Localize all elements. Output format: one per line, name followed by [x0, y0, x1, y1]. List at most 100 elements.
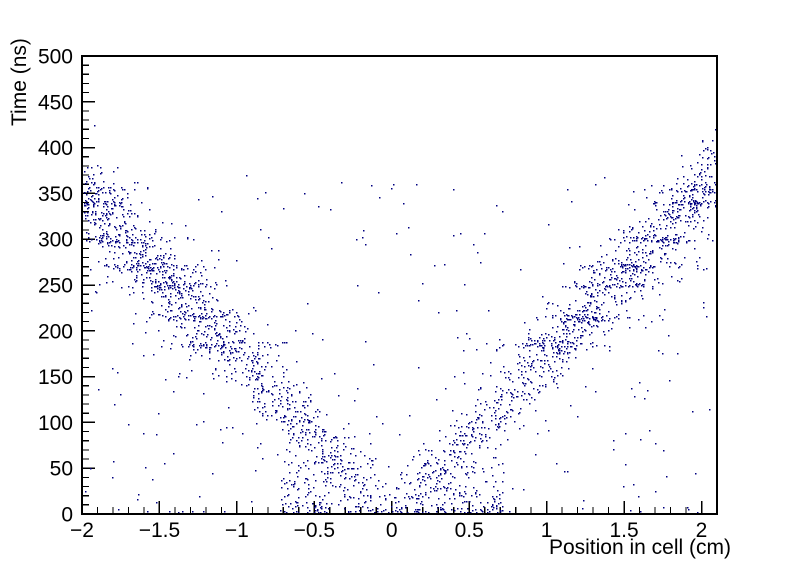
data-point	[579, 246, 581, 248]
data-point	[709, 189, 711, 191]
data-point	[639, 382, 641, 384]
data-point	[143, 265, 145, 267]
data-point	[117, 195, 119, 197]
data-point	[240, 325, 242, 327]
data-point	[527, 345, 529, 347]
data-point	[268, 390, 270, 392]
data-point	[239, 357, 241, 359]
data-point	[357, 388, 359, 390]
data-point	[443, 509, 445, 511]
data-point	[126, 230, 128, 232]
data-point	[543, 371, 545, 373]
data-point	[705, 175, 707, 177]
data-point	[254, 409, 256, 411]
data-point	[158, 269, 160, 271]
data-point	[173, 275, 175, 277]
data-point	[469, 338, 471, 340]
data-point	[676, 183, 678, 185]
data-point	[140, 254, 142, 256]
data-point	[293, 484, 295, 486]
data-point	[601, 256, 603, 258]
data-point	[241, 360, 243, 362]
data-point	[132, 242, 134, 244]
data-point	[211, 337, 213, 339]
data-point	[656, 241, 658, 243]
data-point	[603, 331, 605, 333]
data-point	[485, 434, 487, 436]
data-point	[321, 508, 323, 510]
data-point	[401, 478, 403, 480]
data-point	[662, 245, 664, 247]
data-point	[454, 466, 456, 468]
data-point	[712, 189, 714, 191]
data-point	[630, 510, 632, 512]
data-point	[159, 271, 161, 273]
data-point	[479, 445, 481, 447]
data-point	[219, 310, 221, 312]
data-point	[508, 389, 510, 391]
data-point	[642, 298, 644, 300]
data-point	[597, 295, 599, 297]
data-point	[169, 511, 171, 513]
data-point	[354, 400, 356, 402]
data-point	[436, 477, 438, 479]
data-point	[200, 318, 202, 320]
data-point	[463, 496, 465, 498]
data-point	[599, 273, 601, 275]
data-point	[193, 239, 195, 241]
data-point	[287, 409, 289, 411]
data-point	[557, 326, 559, 328]
data-point	[168, 306, 170, 308]
data-point	[377, 488, 379, 490]
data-point	[484, 427, 486, 429]
data-point	[243, 354, 245, 356]
data-point	[251, 501, 253, 503]
x-tick-label: −1	[225, 519, 249, 542]
data-point	[495, 391, 497, 393]
data-point	[348, 423, 350, 425]
data-point	[593, 318, 595, 320]
data-point	[289, 480, 291, 482]
data-point	[636, 240, 638, 242]
data-point	[405, 505, 407, 507]
data-point	[476, 512, 478, 514]
data-point	[317, 509, 319, 511]
data-point	[201, 355, 203, 357]
data-point	[420, 493, 422, 495]
data-point	[325, 431, 327, 433]
data-point	[705, 182, 707, 184]
data-point	[84, 212, 86, 214]
data-point	[102, 192, 104, 194]
data-point	[471, 435, 473, 437]
data-point	[707, 158, 709, 160]
data-point	[472, 429, 474, 431]
data-point	[317, 510, 319, 512]
data-point	[256, 378, 258, 380]
data-point	[315, 432, 317, 434]
data-point	[437, 480, 439, 482]
data-point	[307, 512, 309, 514]
data-point	[261, 383, 263, 385]
data-point	[447, 469, 449, 471]
data-point	[278, 355, 280, 357]
data-point	[206, 279, 208, 281]
data-point	[431, 450, 433, 452]
data-point	[345, 473, 347, 475]
data-point	[235, 371, 237, 373]
data-point	[629, 298, 631, 300]
data-point	[93, 174, 95, 176]
data-point	[556, 331, 558, 333]
data-point	[113, 171, 115, 173]
data-point	[201, 345, 203, 347]
data-point	[525, 345, 527, 347]
data-point	[310, 444, 312, 446]
data-point	[276, 360, 278, 362]
data-point	[175, 336, 177, 338]
data-point	[96, 187, 98, 189]
data-point	[707, 168, 709, 170]
data-point	[417, 509, 419, 511]
data-point	[127, 213, 129, 215]
data-point	[197, 330, 199, 332]
data-point	[140, 251, 142, 253]
data-point	[667, 258, 669, 260]
